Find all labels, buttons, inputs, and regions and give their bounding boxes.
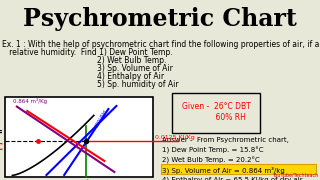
Text: DPT=: DPT=	[0, 127, 3, 136]
Text: Given -  26°C DBT: Given - 26°C DBT	[182, 102, 250, 111]
Text: Psychrometric Chart: Psychrometric Chart	[23, 7, 297, 31]
Text: Ex. 1 : With the help of psychrometric chart find the following properties of ai: Ex. 1 : With the help of psychrometric c…	[2, 40, 320, 49]
Text: 4) Enthalpy of Air = 65.5 KJ/kg of dry air: 4) Enthalpy of Air = 65.5 KJ/kg of dry a…	[162, 177, 303, 180]
Text: 2) Wet Bulb Temp.: 2) Wet Bulb Temp.	[2, 56, 166, 65]
Text: 4) Enthalpy of Air: 4) Enthalpy of Air	[2, 72, 164, 81]
Text: 3) Sp. Volume of Air: 3) Sp. Volume of Air	[2, 64, 173, 73]
Text: 0.0125 KJ/Kg: 0.0125 KJ/Kg	[155, 135, 195, 140]
Text: 1) Dew Point Temp. = 15.8°C: 1) Dew Point Temp. = 15.8°C	[162, 147, 263, 154]
Bar	[172, 93, 260, 133]
FancyBboxPatch shape	[161, 165, 316, 174]
Text: 3) Sp. Volume of Air = 0.864 m³/kg: 3) Sp. Volume of Air = 0.864 m³/kg	[162, 167, 285, 174]
Text: 0.864 m³/Kg: 0.864 m³/Kg	[13, 98, 47, 103]
Text: 60% RH: 60% RH	[187, 114, 245, 123]
Text: Answer -  From Psychrometric chart,: Answer - From Psychrometric chart,	[162, 137, 289, 143]
Text: relative humidity.  Find 1) Dew Point Temp.: relative humidity. Find 1) Dew Point Tem…	[2, 48, 172, 57]
Text: 5) Sp. humidity of Air: 5) Sp. humidity of Air	[2, 80, 179, 89]
Text: 2) Wet Bulb Temp. = 20.2°C: 2) Wet Bulb Temp. = 20.2°C	[162, 157, 260, 164]
Text: YouTube/Techteach: YouTube/Techteach	[272, 173, 318, 178]
Text: 60%RH: 60%RH	[94, 109, 109, 129]
Bar	[5, 97, 153, 177]
Text: 15.8°C: 15.8°C	[0, 143, 3, 152]
